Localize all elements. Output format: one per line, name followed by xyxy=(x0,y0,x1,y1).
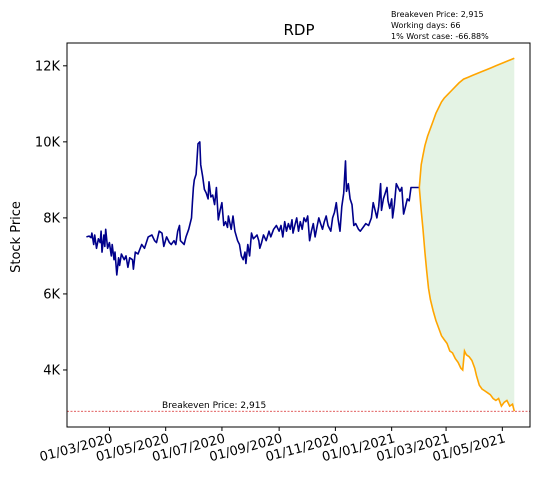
y-axis: 4K 6K 8K 10K 12K xyxy=(35,59,67,378)
info-line-breakeven: Breakeven Price: 2,915 xyxy=(391,10,484,19)
y-tick-label: 4K xyxy=(43,363,60,378)
info-line-working-days: Working days: 66 xyxy=(391,21,460,30)
plot-frame xyxy=(66,42,531,428)
projection-band-fill xyxy=(419,58,515,412)
y-tick-label: 12K xyxy=(35,59,61,74)
y-tick-label: 8K xyxy=(43,211,60,226)
plot-area: Breakeven Price: 2,915 xyxy=(67,57,530,412)
y-tick-label: 6K xyxy=(43,287,60,302)
projection-upper-line xyxy=(418,57,515,188)
y-tick-label: 10K xyxy=(35,135,61,150)
info-line-worst-case: 1% Worst case: -66.88% xyxy=(391,32,489,41)
chart-title: RDP xyxy=(283,21,314,39)
history-price-line xyxy=(86,141,420,276)
breakeven-label: Breakeven Price: 2,915 xyxy=(162,401,266,411)
projection-lower-line xyxy=(418,187,516,412)
y-axis-label: Stock Price xyxy=(9,201,24,273)
